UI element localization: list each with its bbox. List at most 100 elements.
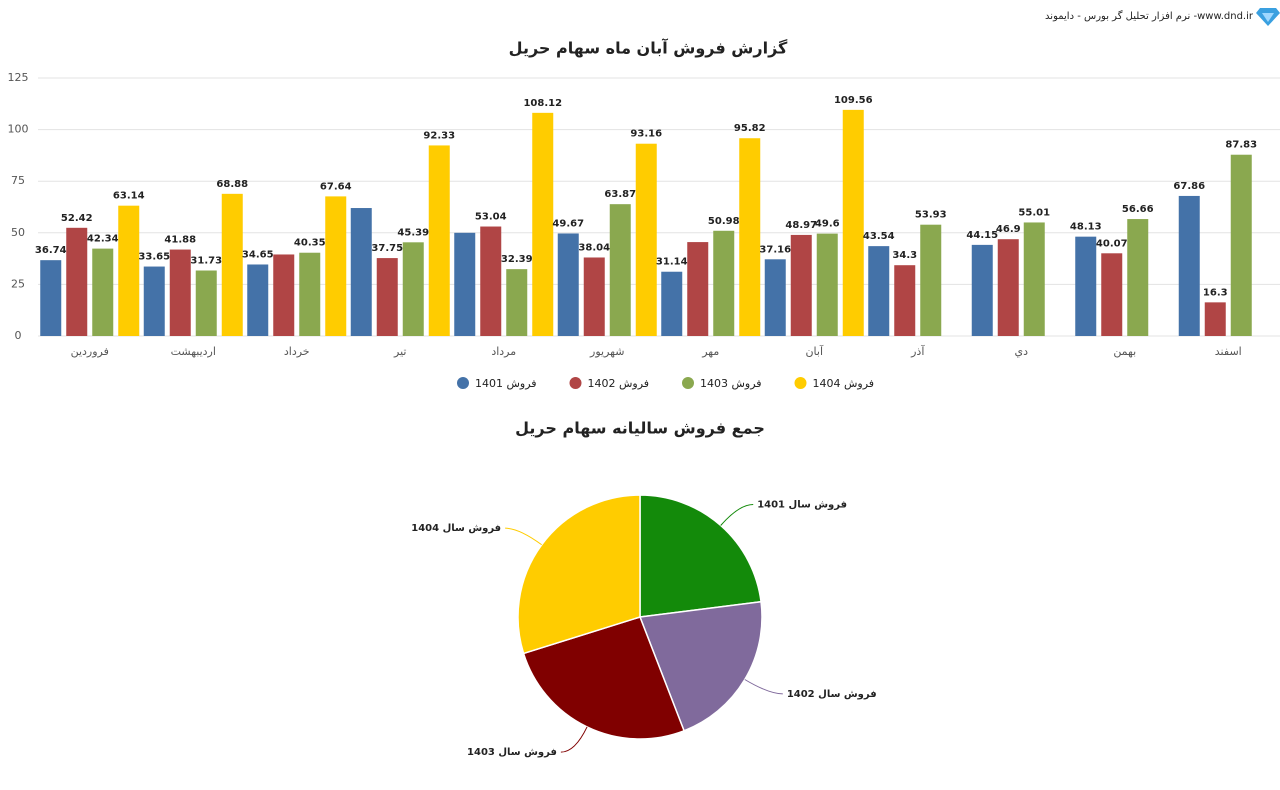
pie-label: فروش سال 1403 xyxy=(467,747,557,758)
value-label: 67.64 xyxy=(320,181,352,192)
bar xyxy=(454,232,476,336)
value-label: 95.82 xyxy=(734,123,766,134)
value-label: 63.87 xyxy=(604,189,636,200)
bar xyxy=(920,224,942,336)
bar xyxy=(376,258,398,336)
value-label: 46.9 xyxy=(996,224,1021,235)
value-label: 68.88 xyxy=(216,179,248,190)
value-label: 56.66 xyxy=(1122,204,1154,215)
y-tick-label: 0 xyxy=(15,329,22,342)
legend-swatch xyxy=(457,377,469,389)
value-label: 44.15 xyxy=(966,230,998,241)
y-tick-label: 50 xyxy=(11,226,25,239)
value-label: 48.97 xyxy=(785,220,817,231)
bar xyxy=(1178,195,1200,336)
x-tick-label: شهریور xyxy=(589,345,624,358)
value-label: 40.35 xyxy=(294,238,326,249)
leader-line xyxy=(560,726,588,753)
bar xyxy=(506,269,528,336)
logo xyxy=(1256,8,1280,26)
bar xyxy=(118,205,140,336)
y-tick-label: 75 xyxy=(11,174,25,187)
bar xyxy=(532,112,554,336)
bar xyxy=(713,230,735,336)
value-label: 34.3 xyxy=(892,250,917,261)
pie-label: فروش سال 1402 xyxy=(787,689,877,700)
bar xyxy=(583,257,605,336)
bar xyxy=(687,242,709,336)
legend-label: فروش 1404 xyxy=(813,377,875,390)
x-tick-label: فروردین xyxy=(71,345,109,358)
bar xyxy=(221,193,243,336)
value-label: 36.74 xyxy=(35,245,67,256)
bar xyxy=(402,242,424,336)
x-tick-label: خرداد xyxy=(284,345,310,358)
bar xyxy=(764,259,786,336)
bar xyxy=(1230,154,1252,336)
value-label: 53.04 xyxy=(475,212,507,223)
bar xyxy=(169,249,191,336)
value-label: 45.39 xyxy=(397,227,429,238)
pie-slice xyxy=(517,494,641,655)
bar xyxy=(1101,253,1123,336)
legend-swatch xyxy=(682,377,694,389)
leader-line xyxy=(720,503,754,526)
bar xyxy=(325,196,347,336)
value-label: 109.56 xyxy=(834,95,873,106)
pie-slice xyxy=(639,494,762,618)
value-label: 93.16 xyxy=(630,129,662,140)
value-label: 53.93 xyxy=(915,210,947,221)
x-tick-label: دي xyxy=(1014,345,1028,358)
value-label: 63.14 xyxy=(113,191,145,202)
legend-label: فروش 1403 xyxy=(700,377,762,390)
bar xyxy=(739,138,761,336)
bar xyxy=(1127,219,1149,336)
bar xyxy=(1075,236,1097,336)
x-tick-label: اردیبهشت xyxy=(171,345,216,358)
value-label: 55.01 xyxy=(1018,207,1050,218)
leader-line xyxy=(744,679,783,695)
bar xyxy=(661,271,683,336)
value-label: 50.98 xyxy=(708,216,740,227)
bar xyxy=(273,254,295,336)
value-label: 67.86 xyxy=(1173,181,1205,192)
leader-line xyxy=(505,527,542,546)
legend-label: فروش 1401 xyxy=(475,377,537,390)
value-label: 92.33 xyxy=(423,130,455,141)
value-label: 32.39 xyxy=(501,254,533,265)
pie-title: جمع فروش سالیانه سهام حریل xyxy=(515,419,765,438)
y-tick-label: 100 xyxy=(8,123,29,136)
bar xyxy=(997,239,1019,336)
value-label: 49.6 xyxy=(815,219,840,230)
bar xyxy=(816,233,838,336)
bar xyxy=(66,227,88,336)
legend-swatch xyxy=(569,377,582,389)
value-label: 52.42 xyxy=(61,213,93,224)
bar xyxy=(480,226,502,336)
y-tick-label: 125 xyxy=(8,71,29,84)
bar xyxy=(40,260,62,336)
bar xyxy=(971,244,993,336)
value-label: 41.88 xyxy=(164,235,196,246)
bar xyxy=(868,246,890,336)
value-label: 16.3 xyxy=(1203,287,1228,298)
x-tick-label: آذر xyxy=(910,344,925,358)
value-label: 40.07 xyxy=(1096,238,1128,249)
bar xyxy=(894,265,916,336)
value-label: 37.75 xyxy=(371,243,403,254)
bar xyxy=(1023,222,1045,336)
value-label: 31.73 xyxy=(190,256,222,267)
value-label: 43.54 xyxy=(863,231,895,242)
pie-label: فروش سال 1404 xyxy=(411,523,501,534)
value-label: 49.67 xyxy=(552,218,584,229)
value-label: 48.13 xyxy=(1070,222,1102,233)
bar xyxy=(428,145,450,336)
bar xyxy=(92,248,114,336)
bar xyxy=(557,233,579,336)
value-label: 34.65 xyxy=(242,249,274,260)
value-label: 38.04 xyxy=(578,242,610,253)
bar xyxy=(350,208,372,336)
value-label: 108.12 xyxy=(523,98,562,109)
bar xyxy=(195,270,217,336)
legend-swatch xyxy=(794,377,807,389)
